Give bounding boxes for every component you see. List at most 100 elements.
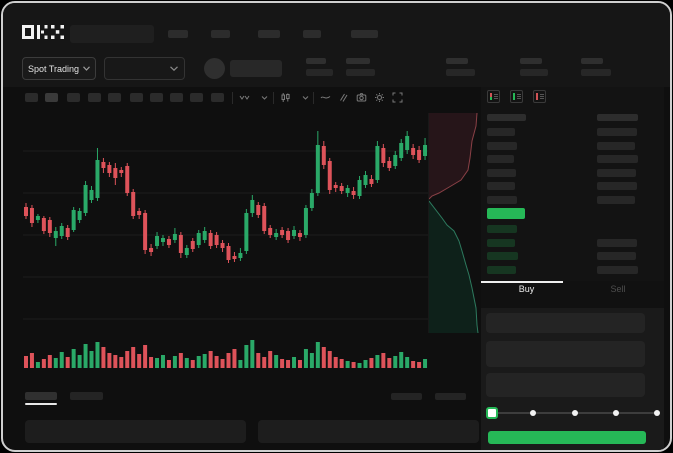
search-input[interactable] — [70, 25, 154, 43]
candle — [262, 206, 267, 231]
candle — [327, 161, 332, 190]
nav-item-placeholder[interactable] — [351, 30, 378, 38]
orderbook-price-header — [487, 114, 526, 121]
volume-bar — [24, 356, 28, 368]
volume-bar — [274, 355, 279, 368]
bid-row[interactable] — [487, 225, 517, 233]
ask-row[interactable] — [487, 155, 514, 163]
candle — [357, 180, 362, 196]
order-form — [481, 308, 664, 450]
ask-amount — [597, 168, 636, 177]
timeframe-button[interactable] — [67, 93, 80, 102]
nav-item-placeholder[interactable] — [211, 30, 230, 38]
depth-asks-line — [429, 113, 478, 200]
candle — [423, 145, 428, 156]
ask-row[interactable] — [487, 128, 515, 136]
candle — [339, 186, 344, 191]
camera-icon[interactable] — [356, 92, 367, 103]
market-type-selector[interactable]: Spot Trading — [22, 57, 96, 80]
volume-bar — [244, 345, 249, 368]
timeframe-button[interactable] — [211, 93, 224, 102]
timeframe-button[interactable] — [170, 93, 183, 102]
chevron-down-icon[interactable] — [259, 92, 270, 103]
volume-bar — [214, 356, 219, 368]
candle — [41, 218, 46, 231]
tab-buy[interactable]: Buy — [518, 284, 535, 294]
total-field[interactable] — [486, 373, 645, 397]
candle — [274, 233, 279, 237]
orderbook-combined-icon[interactable] — [487, 90, 500, 103]
settings-icon[interactable] — [374, 92, 385, 103]
timeframe-button[interactable] — [88, 93, 101, 102]
bid-row[interactable] — [487, 252, 518, 260]
timeframe-button-active[interactable] — [45, 93, 58, 102]
volume-bar — [137, 354, 142, 368]
amount-slider[interactable] — [481, 405, 664, 421]
nav-item-placeholder[interactable] — [258, 30, 280, 38]
volume-bar — [238, 360, 243, 368]
bid-row[interactable] — [487, 238, 515, 247]
volume-bar — [41, 359, 46, 368]
timeframe-button[interactable] — [150, 93, 163, 102]
candle — [125, 166, 130, 193]
candle — [381, 148, 386, 163]
ask-row[interactable] — [487, 182, 515, 190]
bottom-tab-placeholder[interactable] — [70, 392, 103, 400]
buy-button[interactable] — [488, 431, 646, 444]
orderbook-asks-icon[interactable] — [533, 90, 546, 103]
volume-bar — [339, 359, 344, 368]
compare-icon[interactable] — [338, 92, 349, 103]
orders-table-placeholder — [25, 420, 246, 443]
price-field[interactable] — [486, 313, 645, 333]
candle — [208, 233, 213, 246]
bottom-tab-active-placeholder[interactable] — [25, 392, 57, 400]
ask-row[interactable] — [487, 195, 517, 204]
volume-bar — [399, 352, 404, 368]
line-style-icon[interactable] — [320, 92, 331, 103]
bid-row[interactable] — [487, 265, 516, 274]
slider-handle[interactable] — [486, 407, 498, 419]
volume-bar — [208, 351, 213, 368]
toolbar-divider — [313, 92, 314, 104]
buy-tab-indicator — [481, 281, 563, 283]
candle — [202, 231, 207, 240]
candle — [53, 231, 58, 238]
volume-bar — [256, 353, 261, 368]
bottom-action-placeholder[interactable] — [391, 393, 422, 400]
slider-stop[interactable] — [571, 410, 578, 416]
orderbook-bids-icon[interactable] — [510, 90, 523, 103]
timeframe-button[interactable] — [25, 93, 38, 102]
ask-row[interactable] — [487, 141, 517, 150]
bottom-action-placeholder[interactable] — [435, 393, 466, 400]
candle — [393, 155, 398, 166]
nav-item-placeholder[interactable] — [168, 30, 188, 38]
chevron-down-icon[interactable] — [300, 92, 311, 103]
timeframe-button[interactable] — [130, 93, 143, 102]
slider-stop[interactable] — [654, 410, 660, 416]
volume-bar — [250, 340, 255, 368]
timeframe-button[interactable] — [190, 93, 203, 102]
timeframe-button[interactable] — [108, 93, 121, 102]
pair-selector[interactable] — [104, 57, 185, 80]
last-price-badge — [487, 208, 525, 219]
candle — [369, 179, 374, 184]
volume-bar — [29, 353, 34, 368]
candle — [363, 175, 368, 185]
slider-stop[interactable] — [530, 410, 537, 416]
fullscreen-icon[interactable] — [392, 92, 403, 103]
slider-stop[interactable] — [612, 410, 619, 416]
candle — [196, 233, 201, 245]
candle-type-icon[interactable] — [280, 92, 291, 103]
depth-chart[interactable] — [428, 113, 482, 333]
volume-bar — [155, 358, 160, 368]
amount-field[interactable] — [486, 341, 645, 367]
candlestick-chart[interactable] — [23, 113, 428, 333]
candle — [226, 246, 231, 260]
ask-row[interactable] — [487, 168, 516, 177]
ticker-stat — [581, 58, 611, 76]
zigzag-interval-icon[interactable] — [239, 92, 250, 103]
candle — [184, 248, 189, 255]
tab-sell[interactable]: Sell — [610, 284, 626, 294]
nav-item-placeholder[interactable] — [303, 30, 321, 38]
candle — [113, 168, 118, 178]
